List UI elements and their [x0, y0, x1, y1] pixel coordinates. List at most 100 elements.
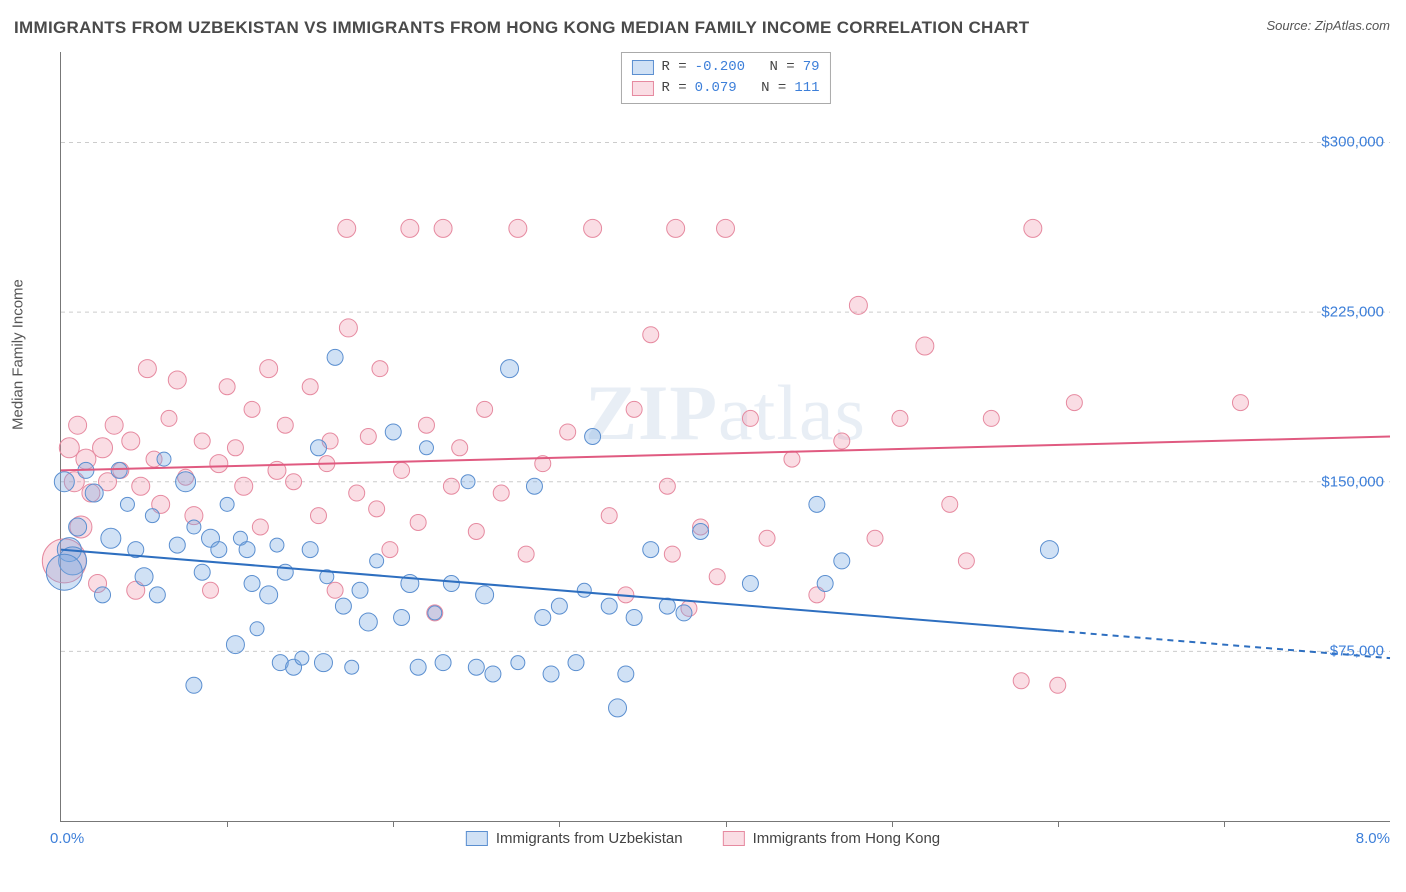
scatter-point [477, 401, 493, 417]
scatter-point [584, 219, 602, 237]
scatter-point [69, 416, 87, 434]
scatter-point [394, 609, 410, 625]
legend-swatch-1 [723, 831, 745, 846]
scatter-point [485, 666, 501, 682]
stat-value-r-1: 0.079 [695, 78, 737, 99]
stats-row-0: R = -0.200 N = 79 [631, 57, 819, 78]
scatter-point [664, 546, 680, 562]
scatter-point [849, 296, 867, 314]
scatter-point [122, 432, 140, 450]
scatter-point [410, 659, 426, 675]
scatter-point [157, 452, 171, 466]
scatter-point [493, 485, 509, 501]
scatter-point [1232, 395, 1248, 411]
x-tick [726, 821, 727, 827]
legend-item-1: Immigrants from Hong Kong [723, 830, 941, 847]
scatter-point [219, 379, 235, 395]
plot-area: ZIPatlas R = -0.200 N = 79 R = 0.079 N =… [60, 52, 1390, 822]
scatter-point [135, 568, 153, 586]
scatter-point [310, 440, 326, 456]
scatter-point [1040, 541, 1058, 559]
scatter-point [643, 542, 659, 558]
scatter-point [149, 587, 165, 603]
scatter-point [186, 677, 202, 693]
scatter-point [809, 496, 825, 512]
scatter-point [717, 219, 735, 237]
scatter-point [260, 586, 278, 604]
scatter-point [667, 219, 685, 237]
legend-label-0: Immigrants from Uzbekistan [496, 830, 683, 847]
scatter-point [277, 417, 293, 433]
scatter-point [626, 609, 642, 625]
scatter-point [235, 477, 253, 495]
scatter-point [69, 518, 87, 536]
scatter-point [742, 576, 758, 592]
stat-value-n-1: 111 [794, 78, 819, 99]
scatter-point [1050, 677, 1066, 693]
scatter-point [468, 659, 484, 675]
scatter-point [349, 485, 365, 501]
scatter-point [372, 361, 388, 377]
scatter-point [327, 349, 343, 365]
scatter-point [942, 496, 958, 512]
scatter-point [419, 441, 433, 455]
scatter-point [111, 462, 127, 478]
scatter-point [526, 478, 542, 494]
scatter-point [742, 410, 758, 426]
y-tick-label: $300,000 [1321, 134, 1384, 151]
scatter-point [327, 582, 343, 598]
stats-row-1: R = 0.079 N = 111 [631, 78, 819, 99]
x-axis-min-label: 0.0% [50, 830, 84, 847]
scatter-point [382, 542, 398, 558]
scatter-point [659, 478, 675, 494]
legend-item-0: Immigrants from Uzbekistan [466, 830, 683, 847]
stat-value-n-0: 79 [803, 57, 820, 78]
scatter-point [461, 475, 475, 489]
scatter-point [194, 564, 210, 580]
scatter-point [834, 553, 850, 569]
scatter-point [168, 371, 186, 389]
scatter-point [250, 622, 264, 636]
scatter-point [892, 410, 908, 426]
scatter-svg [61, 52, 1390, 821]
swatch-series-1 [631, 81, 653, 96]
scatter-point [626, 401, 642, 417]
scatter-point [568, 655, 584, 671]
y-tick-label: $75,000 [1330, 643, 1384, 660]
y-tick-label: $150,000 [1321, 473, 1384, 490]
scatter-point [601, 508, 617, 524]
scatter-point [161, 410, 177, 426]
scatter-point [817, 576, 833, 592]
scatter-point [401, 219, 419, 237]
scatter-point [435, 655, 451, 671]
scatter-point [244, 576, 260, 592]
scatter-point [560, 424, 576, 440]
x-tick [1224, 821, 1225, 827]
scatter-point [54, 472, 74, 492]
scatter-point [535, 609, 551, 625]
scatter-point [95, 587, 111, 603]
scatter-point [452, 440, 468, 456]
scatter-point [352, 582, 368, 598]
scatter-point [370, 554, 384, 568]
scatter-point [85, 484, 103, 502]
scatter-point [511, 656, 525, 670]
scatter-point [302, 542, 318, 558]
scatter-point [577, 583, 591, 597]
scatter-point [252, 519, 268, 535]
series-legend: Immigrants from Uzbekistan Immigrants fr… [466, 830, 940, 847]
x-tick [393, 821, 394, 827]
x-tick [892, 821, 893, 827]
scatter-point [418, 417, 434, 433]
trend-line [61, 437, 1390, 471]
x-tick [559, 821, 560, 827]
scatter-point [59, 438, 79, 458]
x-tick [1058, 821, 1059, 827]
scatter-point [286, 474, 302, 490]
scatter-point [210, 455, 228, 473]
scatter-point [434, 219, 452, 237]
scatter-point [468, 523, 484, 539]
scatter-point [132, 477, 150, 495]
legend-label-1: Immigrants from Hong Kong [753, 830, 941, 847]
scatter-point [609, 699, 627, 717]
